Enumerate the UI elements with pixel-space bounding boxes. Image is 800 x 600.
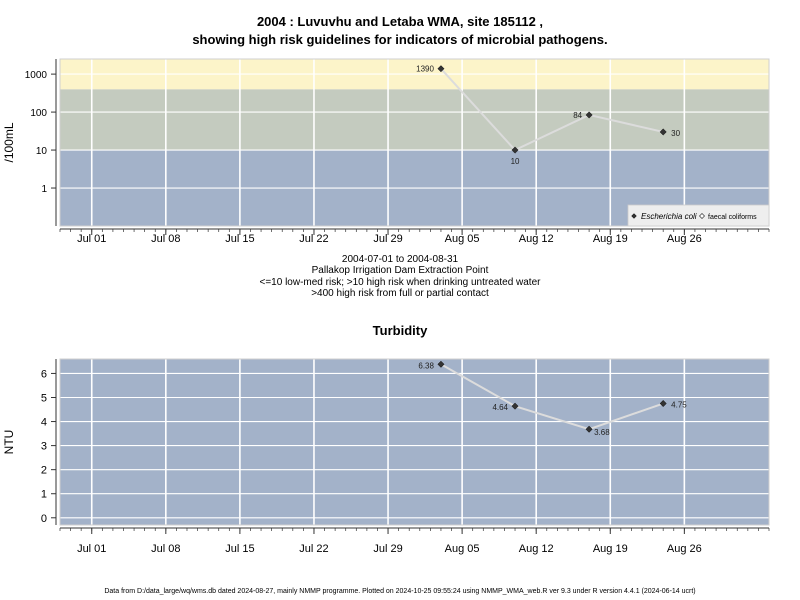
data-label: 10 <box>511 157 520 166</box>
x-tick-label: Aug 26 <box>667 543 702 555</box>
date-range-note: 2004-07-01 to 2004-08-31 <box>341 254 459 265</box>
chart-title-line-2: showing high risk guidelines for indicat… <box>192 32 608 47</box>
x-tick-label: Jul 15 <box>225 233 254 245</box>
chart-title-line-1: 2004 : Luvuvhu and Letaba WMA, site 1851… <box>256 14 544 29</box>
chart-panel-1: Jul 01 Jul 08 Jul 15 Jul 22 Jul 29 Aug 05 Aug … <box>2 58 770 245</box>
series-line <box>440 363 664 431</box>
x-tick-label: Jul 15 <box>225 543 254 555</box>
series-line <box>440 68 664 152</box>
x-tick-label: Aug 12 <box>519 233 554 245</box>
y-tick-label: 1 <box>41 184 47 195</box>
x-tick-label: Aug 05 <box>445 233 480 245</box>
legend-marker-faecal <box>699 213 705 219</box>
y-tick-label: 1 <box>41 489 47 501</box>
data-label: 84 <box>573 111 582 120</box>
turbidity-title: Turbidity <box>372 323 428 338</box>
footer-note: Data from D:/data_large/wq/wms.db dated … <box>104 588 696 595</box>
site-name-note: Pallakop Irrigation Dam Extraction Point <box>311 265 489 276</box>
data-label: 3.68 <box>594 428 610 437</box>
data-label: 6.38 <box>418 361 434 370</box>
x-tick-label: Jul 08 <box>151 543 180 555</box>
x-tick-label: Aug 19 <box>593 543 628 555</box>
y-axis-label: /100mL <box>2 122 16 162</box>
risk-band-2 <box>60 89 769 151</box>
x-tick-label: Aug 05 <box>445 543 480 555</box>
data-point <box>585 425 593 433</box>
legend-box <box>627 204 770 227</box>
x-tick-label: Jul 22 <box>299 543 328 555</box>
x-tick-label: Aug 26 <box>667 233 702 245</box>
chart-panel-2: Jul 01 Jul 08 Jul 15 Jul 22 Jul 29 Aug 05 Aug … <box>2 358 770 555</box>
data-point <box>437 65 445 73</box>
data-label: 4.75 <box>671 401 687 410</box>
data-label: 1390 <box>416 65 434 74</box>
x-tick-label: Jul 01 <box>77 233 106 245</box>
y-tick-label: 100 <box>30 108 47 119</box>
data-point <box>659 400 667 407</box>
y-tick-label: 5 <box>41 392 47 404</box>
guideline-note-2: >400 high risk from full or partial cont… <box>311 288 489 299</box>
plot-background <box>60 359 769 525</box>
y-axis-label: NTU <box>2 430 16 455</box>
y-tick-label: 0 <box>41 513 47 525</box>
x-tick-label: Aug 19 <box>593 233 628 245</box>
y-tick-label: 1000 <box>25 70 48 81</box>
x-tick-label: Jul 29 <box>373 233 402 245</box>
data-point <box>659 128 667 136</box>
guideline-note-1: <=10 low-med risk; >10 high risk when dr… <box>259 277 541 288</box>
data-point <box>511 146 519 154</box>
y-tick-label: 3 <box>41 441 47 453</box>
plot-border <box>59 358 770 526</box>
x-tick-label: Jul 22 <box>299 233 328 245</box>
x-tick-label: Jul 01 <box>77 543 106 555</box>
x-tick-label: Jul 29 <box>373 543 402 555</box>
plot-border <box>59 58 770 227</box>
data-label: 4.64 <box>492 403 508 412</box>
x-tick-label: Jul 08 <box>151 233 180 245</box>
legend-label-faecal: faecal coliforms <box>708 214 757 221</box>
y-tick-label: 6 <box>41 368 47 380</box>
y-tick-label: 2 <box>41 465 47 477</box>
data-point <box>585 111 593 119</box>
legend-label-ecoli: Escherichia coli <box>641 212 697 221</box>
x-tick-label: Aug 12 <box>519 543 554 555</box>
y-tick-label: 10 <box>36 146 48 157</box>
data-label: 30 <box>671 129 680 138</box>
data-point <box>437 360 445 368</box>
legend: Escherichia coli faecal coliforms <box>627 204 770 227</box>
legend-marker-ecoli <box>631 213 637 219</box>
data-point <box>511 402 519 410</box>
y-tick-label: 4 <box>41 417 47 429</box>
